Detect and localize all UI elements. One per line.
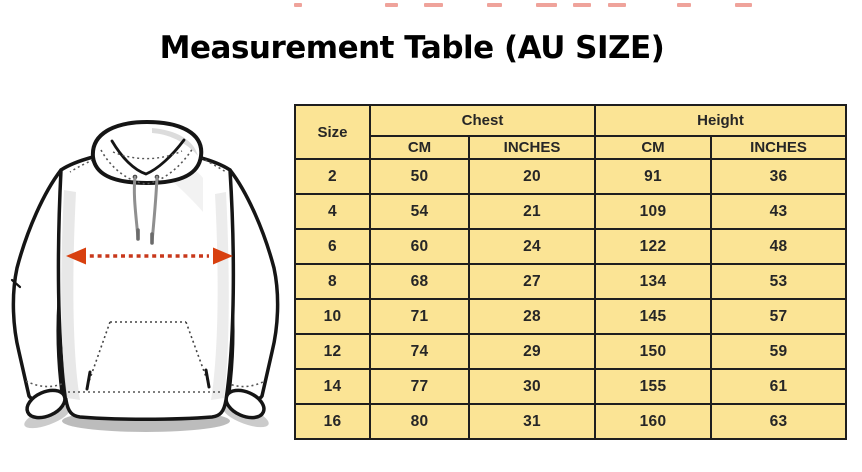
table-unit-header-row: CM INCHES CM INCHES [295,135,848,160]
hoodie-illustration [0,100,290,470]
header-chest-cm: CM [369,135,470,160]
cell-size: 2 [294,158,371,195]
cell-chest-inches: 24 [468,228,596,265]
cell-height-inches: 61 [709,368,848,405]
cell-size: 6 [294,228,371,265]
top-edge-artifact [385,3,398,7]
header-height-cm: CM [594,135,712,160]
cell-chest-cm: 71 [369,298,470,335]
hoodie-front-line-drawing-icon [10,120,280,432]
top-edge-artifact [735,3,752,7]
top-edge-artifact [294,3,302,7]
cell-chest-inches: 21 [468,193,596,230]
table-row: 6 60 24 122 48 [294,228,848,265]
cell-height-inches: 53 [709,263,848,300]
table-row: 16 80 31 160 63 [294,403,848,440]
header-height: Height [593,104,848,137]
cell-chest-inches: 28 [468,298,596,335]
top-edge-artifact [424,3,443,7]
cell-size: 12 [294,333,371,370]
table-row: 12 74 29 150 59 [294,333,848,370]
cell-height-cm: 91 [594,158,712,195]
table-group-header-row: Size Chest Height [294,104,848,160]
cell-size: 14 [294,368,371,405]
cell-height-inches: 48 [709,228,848,265]
cell-chest-cm: 68 [369,263,470,300]
cell-height-inches: 36 [709,158,848,195]
cell-height-cm: 122 [594,228,712,265]
table-row: 8 68 27 134 53 [294,263,848,300]
page-title: Measurement Table (AU SIZE) [159,30,665,66]
cell-height-inches: 63 [709,403,848,440]
cell-chest-inches: 30 [468,368,596,405]
table-row: 2 50 20 91 36 [294,158,848,195]
cell-size: 10 [294,298,371,335]
header-height-inches: INCHES [709,135,848,160]
chest-width-double-arrow-icon [66,247,233,265]
cell-height-inches: 43 [709,193,848,230]
cell-chest-inches: 31 [468,403,596,440]
measurement-table: Size Chest Height CM INCHES CM INCHES 2 … [294,104,848,440]
cell-chest-cm: 74 [369,333,470,370]
top-edge-artifact [677,3,691,7]
top-edge-artifact [573,3,591,7]
cell-height-cm: 145 [594,298,712,335]
table-row: 10 71 28 145 57 [294,298,848,335]
cell-height-cm: 160 [594,403,712,440]
cell-chest-inches: 27 [468,263,596,300]
cell-height-cm: 155 [594,368,712,405]
cell-height-inches: 59 [709,333,848,370]
top-edge-artifact [608,3,626,7]
cell-size: 8 [294,263,371,300]
cell-chest-cm: 50 [369,158,470,195]
cell-height-cm: 150 [594,333,712,370]
cell-height-cm: 134 [594,263,712,300]
cell-chest-cm: 80 [369,403,470,440]
top-edge-artifact [536,3,557,7]
cell-height-cm: 109 [594,193,712,230]
header-chest-inches: INCHES [468,135,596,160]
cell-chest-inches: 20 [468,158,596,195]
table-row: 14 77 30 155 61 [294,368,848,405]
cell-chest-cm: 60 [369,228,470,265]
cell-size: 16 [294,403,371,440]
table-row: 4 54 21 109 43 [294,193,848,230]
cell-chest-cm: 54 [369,193,470,230]
cell-chest-inches: 29 [468,333,596,370]
cell-chest-cm: 77 [369,368,470,405]
header-chest: Chest [369,104,596,137]
cell-size: 4 [294,193,371,230]
top-edge-artifact [487,3,502,7]
cell-height-inches: 57 [709,298,848,335]
header-size: Size [294,104,371,160]
